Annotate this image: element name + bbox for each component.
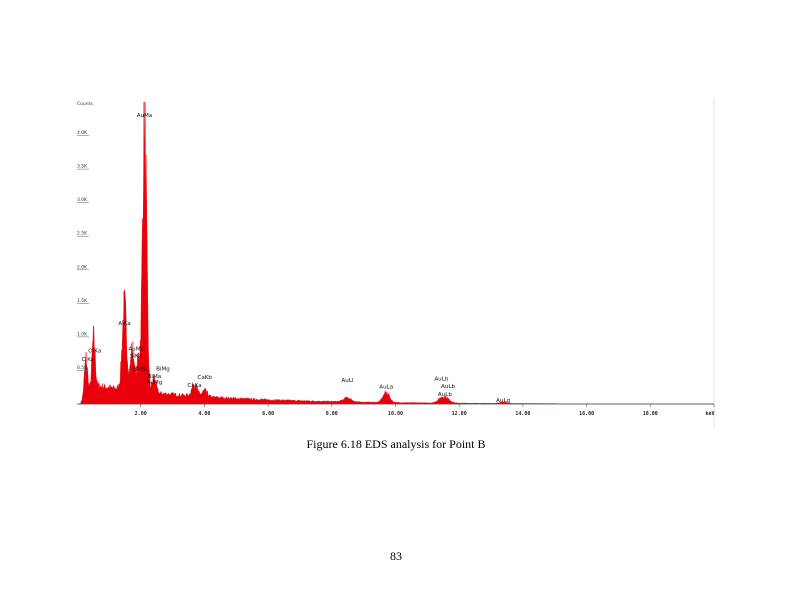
x-tick-label-3: 8.00 [326, 411, 338, 417]
peak-label-3: C Ka [81, 357, 94, 363]
peak-label-17: AuLg [496, 398, 510, 404]
peak-label-0: AuMa [137, 113, 153, 119]
x-tick-label-0: 2.00 [135, 411, 147, 417]
eds-spectrum-chart: Counts 0.5K 1.0K 1.5K 2.0K 2.5K 3.0K 3.5K 4.0K 2.… [74, 98, 718, 428]
peak-label-12: AuLl [341, 378, 353, 384]
y-tick-label-3: 2.0K [77, 264, 88, 270]
x-tick-label-6: 14.00 [515, 411, 530, 417]
peak-label-16: AuLb [438, 392, 452, 398]
x-tick-label-4: 10.00 [388, 411, 403, 417]
peak-label-7: BiMg [156, 366, 170, 372]
page-number: 83 [390, 549, 402, 563]
x-tick-label-1: 4.00 [198, 411, 210, 417]
y-tick-label-0: 0.5K [77, 365, 88, 371]
peak-label-15: AuLb [441, 384, 455, 390]
peak-label-4: AuMz [128, 346, 143, 352]
peak-label-14: AuLb [434, 377, 448, 383]
x-tick-label-5: 12.00 [452, 411, 467, 417]
peak-label-8: BiMa [148, 374, 162, 380]
eds-spectrum-svg: Counts 0.5K 1.0K 1.5K 2.0K 2.5K 3.0K 3.5K 4.0K 2.… [77, 98, 715, 428]
y-tick-label-7: 4.0K [77, 130, 88, 136]
x-tick-label-2: 6.00 [262, 411, 274, 417]
figure-caption: Figure 6.18 EDS analysis for Point B [306, 437, 486, 451]
spectrum-area [77, 101, 714, 405]
y-tick-label-1: 1.0K [77, 331, 88, 337]
peak-label-9: AuMg [147, 380, 163, 386]
y-tick-label-6: 3.5K [77, 164, 88, 170]
x-tick-label-9: keV [705, 411, 714, 417]
y-tick-label-4: 2.5K [77, 231, 88, 237]
peak-label-1: AlKa [118, 321, 130, 327]
peak-label-11: CaKa [187, 383, 201, 389]
y-axis-label: Counts [77, 101, 93, 107]
peak-label-5: SiKa [130, 354, 142, 360]
peak-label-13: AuLa [379, 385, 393, 391]
x-tick-label-8: 18.00 [643, 411, 658, 417]
y-tick-label-2: 1.5K [77, 298, 88, 304]
y-tick-label-5: 3.0K [77, 197, 88, 203]
peak-label-10: CaKb [197, 375, 212, 381]
x-tick-label-7: 16.00 [579, 411, 594, 417]
peak-label-6: BiMb [133, 366, 147, 372]
peak-label-2: O Ka [88, 348, 101, 354]
